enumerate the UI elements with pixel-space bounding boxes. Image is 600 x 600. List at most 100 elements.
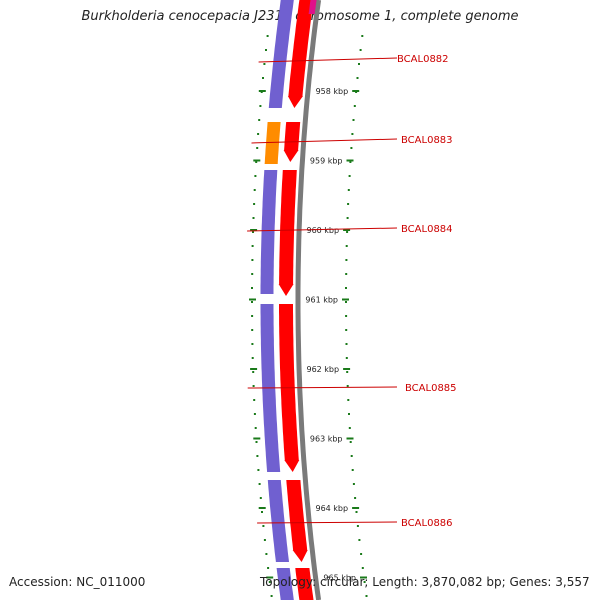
minor-tick-dot [258,119,261,121]
ruler-tick-label: 962 kbp [306,365,339,374]
minor-tick-dot [361,567,364,569]
minor-tick-dot [263,539,266,541]
minor-tick-dot [361,35,364,37]
accession-text: Accession: NC_011000 [9,575,146,589]
minor-tick-dot [252,385,255,387]
minor-tick-dot [251,315,254,317]
minor-tick-dot [254,427,257,429]
minor-tick-dot [251,259,254,261]
gene-leader-line [247,386,398,389]
minor-tick-dot [351,469,354,471]
minor-tick-dot [349,441,352,443]
minor-tick-dot [347,399,350,401]
minor-tick-dot [355,511,358,513]
minor-tick-dot [256,455,259,457]
minor-tick-dot [253,413,256,415]
minor-tick-dot [251,357,254,359]
ruler-tick-label: 964 kbp [315,504,348,513]
reverse-cds-feature [276,568,294,600]
minor-tick-dot [251,273,254,275]
minor-tick-dot [345,315,348,317]
minor-tick-dot [251,329,254,331]
minor-tick-dot [265,49,267,51]
forward-cds-feature [295,568,314,600]
minor-tick-dot [350,455,353,457]
minor-tick-dot [351,133,354,135]
minor-tick-dot [254,175,257,177]
gene-label: BCAL0886 [401,518,453,529]
highlighted-cds-feature [264,122,281,164]
gene-leader-line [258,57,398,63]
gene-label: BCAL0883 [401,135,453,146]
gene-leader-line [251,138,398,144]
minor-tick-dot [358,539,361,541]
ruler-ticks: 958 kbp 959 kbp 960 kbp 961 kbp 962 kbp 963 k… [249,87,367,583]
minor-tick-dot [363,581,366,583]
ruler-tick-label: 958 kbp [316,87,349,96]
minor-tick-dot [252,371,255,373]
minor-tick-dot [252,231,254,233]
minor-tick-dot [253,189,256,191]
minor-tick-dot [348,175,351,177]
ruler-tick-label: 960 kbp [306,226,339,235]
minor-tick-dot [262,77,264,79]
minor-tick-dot [265,553,268,555]
minor-tick-dot [251,287,253,289]
ruler-tick-label: 961 kbp [305,296,338,305]
minor-tick-dot [257,133,260,135]
minor-tick-dot [348,413,350,415]
minor-tick-dot [346,371,349,373]
minor-tick-dot [345,273,348,275]
minor-tick-dot [349,161,352,163]
minor-tick-dot [353,105,356,107]
minor-tick-dot [252,217,255,219]
minor-tick-dot [345,245,348,247]
minor-tick-dot [346,231,349,233]
minor-tick-dot [251,343,254,345]
minor-tick-dot [352,119,355,121]
gene-labels: BCAL0882 BCAL0883 BCAL0884 BCAL0885 BCAL0886 [247,54,457,529]
forward-strand-track [278,0,317,600]
reverse-cds-feature [267,480,289,562]
forward-cds-feature [287,0,314,108]
minor-tick-dot [360,553,363,555]
minor-tick-dot [356,525,359,527]
minor-tick-dot [251,245,254,247]
minor-tick-dot [251,301,253,303]
chromosome-backbone [295,0,322,600]
minor-tick-dot [352,483,355,485]
ruler-tick-label: 959 kbp [310,157,343,166]
minor-tick-dot [346,385,349,387]
minor-tick-dot [266,35,269,37]
minor-tick-dot [268,581,271,583]
minor-tick-dot [347,189,350,191]
gene-leader-line [257,521,398,524]
minor-tick-dot [253,203,256,205]
minor-tick-dot [257,469,260,471]
ruler-tick-label: 963 kbp [310,435,343,444]
forward-cds-feature [286,480,308,562]
minor-tick-dot [354,497,357,499]
minor-tick-dot [350,147,353,149]
rna-feature [308,0,317,14]
minor-tick-dot [345,259,348,261]
minor-tick-dot [365,595,368,597]
minor-tick-dot [359,49,362,51]
minor-ticks-left [345,35,368,597]
forward-cds-feature [278,170,297,296]
reverse-cds-feature [260,170,278,294]
minor-tick-dot [255,161,258,163]
minor-tick-dot [358,63,360,65]
minor-tick-dot [262,525,265,527]
gene-leader-line [247,227,398,232]
minor-tick-dot [259,105,262,107]
gene-label: BCAL0885 [405,383,457,394]
minor-tick-dot [253,399,256,401]
ruler-tick-label: 965 kbp [323,574,356,583]
minor-tick-dot [345,343,348,345]
minor-tick-dot [345,357,348,359]
minor-ticks-right [251,35,273,597]
minor-tick-dot [346,217,349,219]
